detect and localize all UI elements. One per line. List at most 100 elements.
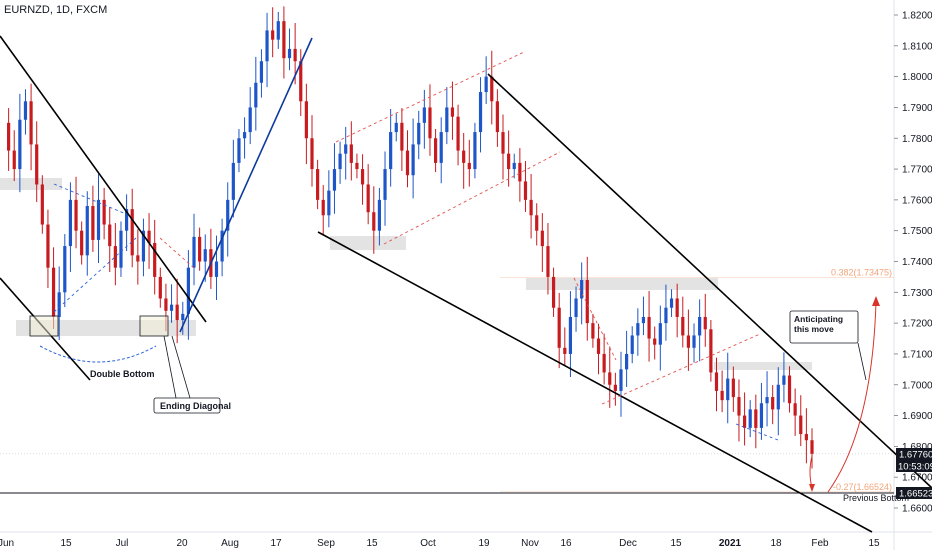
anticipating-box bbox=[789, 310, 859, 344]
candle-body bbox=[355, 162, 359, 170]
candle-body bbox=[653, 338, 657, 345]
time-tick-label: 18 bbox=[770, 538, 782, 549]
candle-body bbox=[7, 122, 11, 151]
candle-body bbox=[495, 101, 499, 133]
time-tick-label: Feb bbox=[811, 538, 829, 549]
candle-body bbox=[46, 224, 50, 268]
candle-body bbox=[169, 304, 174, 311]
candle-body bbox=[686, 335, 691, 348]
candle-body bbox=[51, 267, 56, 317]
candle-body bbox=[467, 162, 471, 170]
candle-body bbox=[799, 415, 803, 435]
price-axis[interactable]: 1.66000 1.67000 1.68000 1.69000 1.70000 1.710… bbox=[894, 11, 932, 515]
candle-body bbox=[720, 390, 724, 401]
candle-body bbox=[417, 122, 421, 145]
candle-body bbox=[338, 153, 342, 170]
candle-body bbox=[501, 132, 505, 154]
candle-body bbox=[164, 298, 168, 311]
candle-body bbox=[327, 190, 331, 216]
candle-body bbox=[445, 107, 449, 133]
candle-body bbox=[102, 199, 106, 225]
candle-body bbox=[551, 276, 556, 308]
candle-body bbox=[287, 48, 292, 59]
candle-body bbox=[192, 236, 196, 268]
candle-body bbox=[810, 440, 814, 454]
anticipating-label: Anticipating this move bbox=[794, 314, 844, 334]
candle-body bbox=[422, 107, 426, 123]
sr-zone bbox=[0, 178, 62, 190]
ending-diagonal-box bbox=[153, 397, 221, 414]
candle-body bbox=[771, 397, 775, 410]
candle-body bbox=[473, 132, 477, 170]
candle-body bbox=[372, 212, 376, 231]
price-tick-label: 1.70000 bbox=[902, 380, 932, 391]
candle-body bbox=[748, 409, 752, 428]
candle-body bbox=[641, 316, 646, 324]
candle-body bbox=[158, 276, 162, 299]
candle-body bbox=[316, 169, 320, 200]
anticipating-pointer bbox=[857, 342, 867, 381]
candle-body bbox=[681, 316, 685, 336]
candle-body bbox=[259, 61, 264, 83]
candle-body bbox=[360, 169, 365, 185]
time-tick-label: 2021 bbox=[719, 538, 742, 549]
symbol-title: EURNZD, 1D, FXCM bbox=[4, 4, 107, 16]
candle-body bbox=[490, 76, 494, 102]
time-tick-label: Jun bbox=[0, 538, 14, 549]
candle-body bbox=[349, 144, 353, 163]
double-bottom-arc bbox=[39, 345, 157, 363]
previous-bottom-badge: 1.66523 bbox=[896, 487, 932, 500]
ending-diagonal-label: Ending Diagonal bbox=[160, 401, 231, 411]
candle-body bbox=[136, 255, 140, 262]
time-tick-label: 20 bbox=[176, 538, 188, 549]
candle-body bbox=[96, 199, 101, 240]
candle-body bbox=[80, 230, 84, 256]
time-axis[interactable]: Jun 15 Jul 20 Aug 17 Sep 15 Oct 19 Nov 16 Dec 15 2021 1… bbox=[0, 538, 880, 549]
price-tick-label: 1.72000 bbox=[902, 319, 932, 330]
price-tick-label: 1.66000 bbox=[902, 504, 932, 515]
candle-body bbox=[181, 313, 185, 321]
candle-body bbox=[265, 30, 269, 62]
candle-body bbox=[130, 209, 134, 256]
diagonal-red-2 bbox=[601, 333, 761, 405]
candle-body bbox=[563, 347, 567, 354]
time-tick-label: Aug bbox=[221, 538, 239, 549]
candle-body bbox=[507, 153, 511, 170]
time-tick-label: Sep bbox=[317, 538, 335, 549]
sr-zone bbox=[526, 278, 718, 290]
candle-body bbox=[186, 267, 190, 314]
candle-body bbox=[383, 169, 387, 200]
candle-body bbox=[394, 122, 398, 133]
candle-body bbox=[310, 138, 314, 170]
anticipating-label-wrap: Anticipating this move bbox=[794, 314, 844, 334]
uptrend-line bbox=[179, 37, 313, 333]
price-tick-label: 1.73000 bbox=[902, 288, 932, 299]
time-tick-label: 16 bbox=[560, 538, 572, 549]
candle-body bbox=[602, 353, 606, 373]
price-tick-label: 1.74000 bbox=[902, 257, 932, 268]
time-tick-label: Oct bbox=[420, 538, 436, 549]
candle-body bbox=[147, 230, 151, 244]
candle-body bbox=[596, 338, 601, 354]
candle-body bbox=[220, 230, 224, 262]
candle-body bbox=[85, 206, 89, 256]
candle-body bbox=[57, 292, 61, 317]
price-tick-label: 1.69000 bbox=[902, 411, 932, 422]
candle-body bbox=[669, 298, 674, 308]
candle-body bbox=[377, 199, 382, 231]
candle-body bbox=[692, 335, 696, 348]
candle-body bbox=[585, 279, 589, 324]
sr-zone bbox=[714, 362, 812, 370]
candle-body bbox=[759, 403, 764, 428]
candle-body bbox=[804, 434, 808, 441]
candle-body bbox=[664, 307, 668, 324]
candle-body bbox=[113, 246, 117, 268]
candle-body bbox=[366, 184, 370, 213]
ending-diagonal-pointer-2 bbox=[163, 335, 177, 399]
candle-body bbox=[411, 144, 415, 176]
double-bottom-label: Double Bottom bbox=[90, 369, 155, 379]
countdown-badge: 10:53:09 bbox=[896, 460, 932, 473]
candle-body bbox=[546, 246, 550, 277]
double-bottom-box-right bbox=[139, 315, 169, 337]
